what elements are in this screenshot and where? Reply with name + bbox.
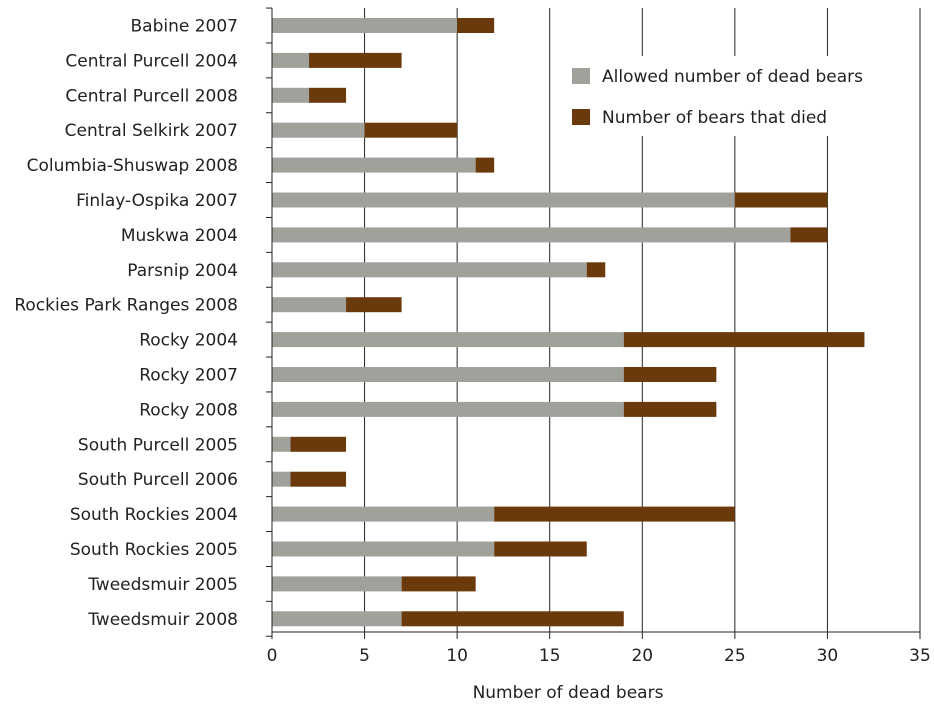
bars bbox=[272, 18, 865, 627]
bar-died bbox=[401, 576, 476, 592]
category-label: Tweedsmuir 2008 bbox=[87, 610, 238, 630]
x-axis-title: Number of dead bears bbox=[473, 683, 664, 703]
legend-background bbox=[562, 56, 868, 136]
category-label: Tweedsmuir 2005 bbox=[87, 575, 238, 595]
bar-died bbox=[290, 471, 347, 487]
category-label: Muskwa 2004 bbox=[121, 226, 238, 246]
bar-allowed bbox=[272, 367, 624, 382]
bar-died bbox=[623, 367, 717, 382]
category-label: Central Purcell 2008 bbox=[65, 86, 238, 106]
bar-died bbox=[309, 52, 402, 68]
bar-died bbox=[734, 192, 828, 208]
bar-died bbox=[475, 157, 495, 173]
x-tick-label: 30 bbox=[817, 646, 839, 666]
category-label: Rocky 2007 bbox=[139, 366, 238, 386]
category-label: Rocky 2008 bbox=[139, 400, 238, 420]
axes bbox=[266, 7, 921, 639]
legend-swatch-allowed bbox=[572, 68, 590, 84]
category-label: Parsnip 2004 bbox=[127, 261, 238, 281]
bar-allowed bbox=[272, 611, 402, 627]
bar-allowed bbox=[272, 52, 310, 68]
category-label: Central Purcell 2004 bbox=[65, 51, 238, 71]
x-tick-label: 15 bbox=[539, 646, 561, 666]
legend: Allowed number of dead bears Number of b… bbox=[562, 56, 868, 136]
bar-died bbox=[346, 297, 402, 313]
category-label: South Purcell 2006 bbox=[78, 470, 238, 490]
bar-died bbox=[623, 332, 865, 348]
category-label: South Purcell 2005 bbox=[78, 435, 238, 455]
bar-allowed bbox=[272, 541, 495, 557]
bar-allowed bbox=[272, 506, 495, 522]
legend-label-died: Number of bears that died bbox=[602, 108, 827, 128]
bar-died bbox=[290, 436, 347, 452]
bar-died bbox=[494, 506, 735, 522]
x-tick-label: 25 bbox=[724, 646, 746, 666]
category-label: Rocky 2004 bbox=[139, 331, 238, 351]
bar-died bbox=[309, 87, 347, 103]
x-tick-label: 10 bbox=[446, 646, 468, 666]
x-tick-label: 0 bbox=[267, 646, 278, 666]
bar-allowed bbox=[272, 332, 624, 348]
bar-allowed bbox=[272, 18, 458, 33]
bar-died bbox=[494, 541, 587, 557]
bar-died bbox=[586, 262, 606, 278]
category-label: Central Selkirk 2007 bbox=[65, 121, 238, 141]
bar-died bbox=[401, 611, 624, 627]
bar-allowed bbox=[272, 401, 624, 417]
legend-swatch-died bbox=[572, 109, 590, 125]
x-tick-label: 5 bbox=[359, 646, 370, 666]
x-tick-labels: 0 5 10 15 20 25 30 35 bbox=[267, 646, 931, 666]
category-label: Finlay-Ospika 2007 bbox=[76, 191, 238, 211]
x-tick-label: 35 bbox=[909, 646, 931, 666]
category-label: Columbia-Shuswap 2008 bbox=[27, 156, 238, 176]
x-tick-label: 20 bbox=[631, 646, 653, 666]
bar-died bbox=[623, 401, 717, 417]
bar-allowed bbox=[272, 87, 310, 103]
bar-died bbox=[457, 18, 495, 33]
legend-label-allowed: Allowed number of dead bears bbox=[602, 67, 863, 87]
bar-allowed bbox=[272, 576, 402, 592]
category-label: Rockies Park Ranges 2008 bbox=[14, 296, 238, 316]
category-label: South Rockies 2005 bbox=[70, 540, 238, 560]
bar-died bbox=[790, 227, 828, 243]
bar-allowed bbox=[272, 262, 587, 278]
bar-allowed bbox=[272, 471, 291, 487]
bar-allowed bbox=[272, 297, 347, 313]
bar-allowed bbox=[272, 192, 735, 208]
bar-allowed bbox=[272, 157, 476, 173]
category-label: South Rockies 2004 bbox=[70, 505, 238, 525]
bar-allowed bbox=[272, 227, 791, 243]
bar-died bbox=[364, 122, 458, 138]
category-labels: Babine 2007 Central Purcell 2004 Central P… bbox=[14, 17, 238, 630]
bar-allowed bbox=[272, 122, 365, 138]
bar-allowed bbox=[272, 436, 291, 452]
category-label: Babine 2007 bbox=[131, 17, 239, 37]
